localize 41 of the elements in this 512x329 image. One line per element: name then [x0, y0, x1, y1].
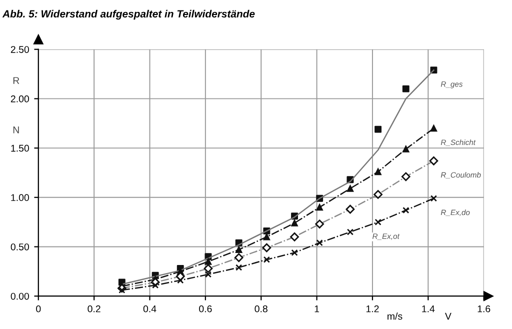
point [263, 256, 270, 263]
point [236, 246, 242, 254]
point [430, 124, 438, 132]
point [316, 204, 323, 211]
y-tick-label: 0.50 [10, 243, 29, 250]
y-tick-label: 2.00 [10, 95, 29, 102]
y-tick-label: 1.00 [11, 194, 29, 202]
y-tick-label: 0.00 [10, 292, 29, 300]
x-tick-label: 1 [314, 305, 320, 312]
x-tick-label: 0.6 [199, 305, 212, 312]
x-tick-label: 0.8 [254, 305, 268, 312]
x-tick-label: 0.4 [143, 305, 156, 312]
x-tick-label: 0 [36, 305, 41, 312]
point [402, 146, 410, 152]
y-tick-label: 1.50 [11, 144, 29, 152]
y-tick-label: 2.50 [10, 46, 29, 53]
point [346, 185, 354, 192]
point [263, 234, 270, 240]
point [402, 85, 410, 92]
point [316, 239, 323, 246]
point [374, 218, 382, 226]
point [204, 271, 212, 278]
point [291, 220, 298, 226]
point [118, 286, 126, 294]
point [374, 126, 382, 133]
x-tick-label: 1.6 [478, 305, 490, 312]
point [291, 249, 298, 256]
x-axis-title: V [445, 312, 452, 320]
x-tick-label: 1.2 [366, 305, 379, 312]
point [402, 206, 410, 214]
point [236, 264, 242, 271]
x-tick-label: 0.2 [88, 305, 100, 312]
point [374, 168, 382, 176]
point [177, 276, 184, 284]
x-tick-label: 1.4 [422, 305, 435, 312]
text: m/s [388, 312, 402, 320]
point [346, 228, 354, 236]
point [204, 258, 212, 265]
chart-title: Abb. 5: Widerstand aufgespaltet in Teilwiderstände [2, 10, 255, 20]
point [152, 282, 159, 289]
point [430, 195, 438, 202]
